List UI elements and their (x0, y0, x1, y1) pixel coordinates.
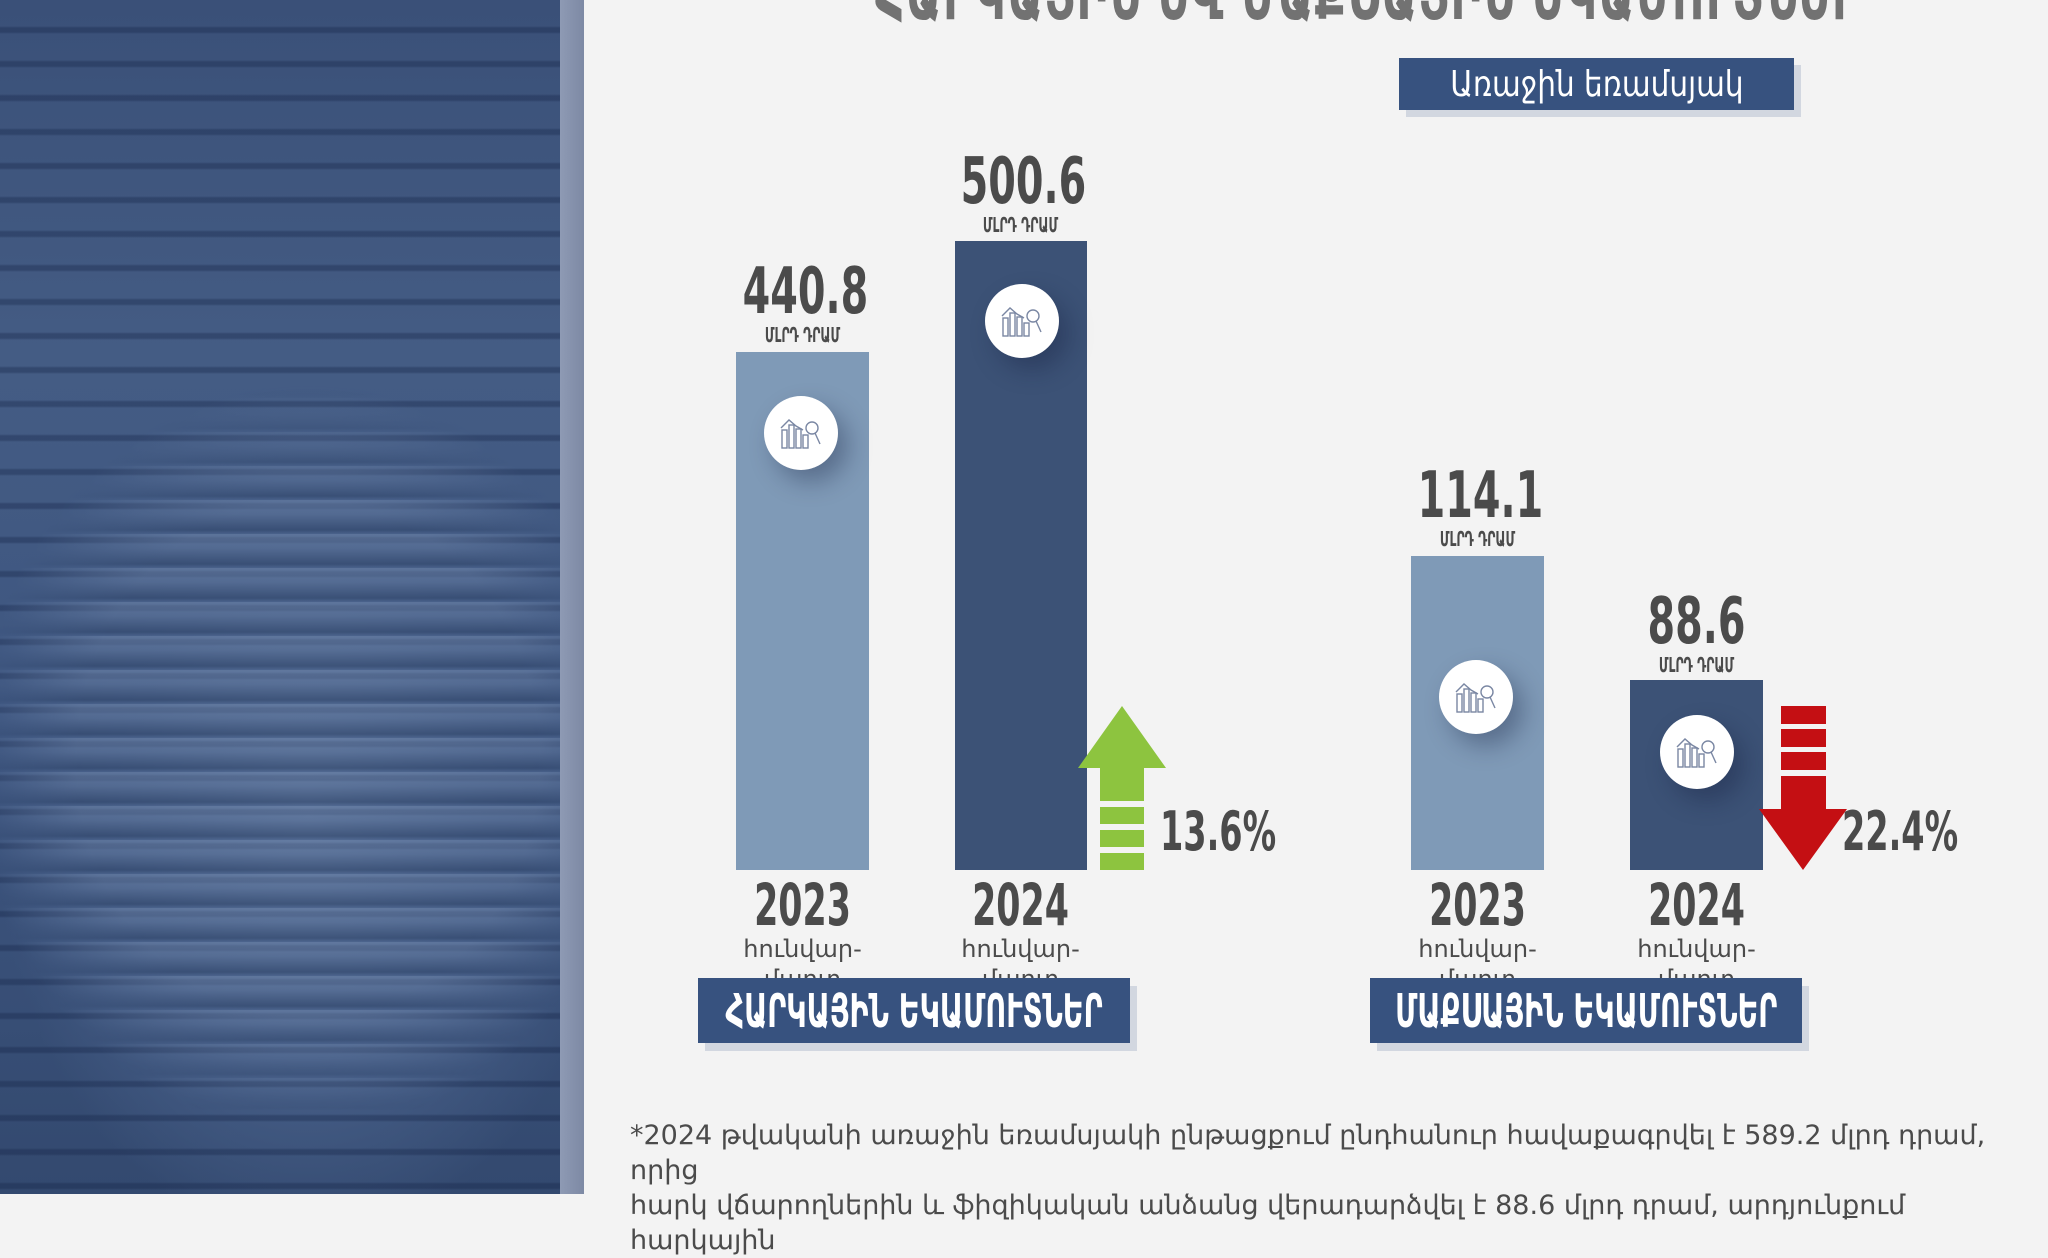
chart-magnifier-icon (764, 396, 838, 470)
year-text: 2024 (972, 871, 1069, 939)
value-unit: ՄԼՐԴ ԴՐԱՄ (1439, 527, 1516, 551)
value-unit: ՄԼՐԴ ԴՐԱՄ (764, 323, 841, 347)
bar-customs-2024 (1630, 680, 1763, 870)
value-unit: ՄԼՐԴ ԴՐԱՄ (1658, 653, 1735, 677)
value-label-customs-2023: 114.1 ՄԼՐԴ ԴՐԱՄ (1381, 464, 1574, 550)
year-label-tax-2024: 2024 հունվար-մարտ (924, 876, 1117, 994)
value-number: 114.1 (1417, 459, 1544, 533)
value-label-customs-2024: 88.6 ՄԼՐԴ ԴՐԱՄ (1600, 590, 1793, 676)
page-title: ՀԱՐԿԱՅԻՆ ԵՎ ՄԱՔՍԱՅԻՆ ԵԿԱՄՈՒՏՆԵՐ (875, 0, 1861, 36)
group-label-text: ՄԱՔՍԱՅԻՆ ԵԿԱՄՈՒՏՆԵՐ (1394, 983, 1778, 1038)
arrow-up-icon (1078, 706, 1166, 870)
coin-stack-image (0, 330, 560, 1110)
chart-magnifier-icon (1660, 715, 1734, 789)
year-text: 2023 (754, 871, 851, 939)
bar-customs-2023 (1411, 556, 1544, 870)
group-label-text: ՀԱՐԿԱՅԻՆ ԵԿԱՄՈՒՏՆԵՐ (725, 983, 1103, 1038)
bar-tax-2023 (736, 352, 869, 870)
panel-divider-stripe (560, 0, 584, 1194)
period-badge: Առաջին եռամսյակ (1399, 58, 1794, 110)
value-label-tax-2023: 440.8 ՄԼՐԴ ԴՐԱՄ (706, 260, 899, 346)
value-number: 88.6 (1647, 585, 1746, 659)
year-label-customs-2023: 2023 հունվար-մարտ (1381, 876, 1574, 994)
year-text: 2024 (1648, 871, 1745, 939)
change-percent-customs: 22.4% (1842, 800, 1959, 863)
group-label-customs: ՄԱՔՍԱՅԻՆ ԵԿԱՄՈՒՏՆԵՐ (1370, 978, 1802, 1043)
footnote-line-2: հարկ վճարողներին և ֆիզիկական անձանց վերա… (630, 1190, 1906, 1256)
value-unit: ՄԼՐԴ ԴՐԱՄ (982, 213, 1059, 237)
chart-magnifier-icon (1439, 660, 1513, 734)
year-label-tax-2023: 2023 հունվար-մարտ (706, 876, 899, 994)
value-number: 500.6 (960, 145, 1087, 219)
change-percent-tax: 13.6% (1160, 800, 1277, 863)
bar-tax-2024 (955, 241, 1087, 870)
group-label-tax: ՀԱՐԿԱՅԻՆ ԵԿԱՄՈՒՏՆԵՐ (698, 978, 1130, 1043)
chart-magnifier-icon (985, 284, 1059, 358)
value-number: 440.8 (742, 255, 869, 329)
footnote: *2024 թվականի առաջին եռամսյակի ընթացքում… (630, 1118, 2010, 1258)
period-badge-label: Առաջին եռամսյակ (1449, 63, 1744, 105)
value-label-tax-2024: 500.6 ՄԼՐԴ ԴՐԱՄ (924, 150, 1117, 236)
arrow-down-icon (1759, 706, 1847, 870)
footnote-line-1: *2024 թվականի առաջին եռամսյակի ընթացքում… (630, 1120, 1986, 1186)
year-text: 2023 (1429, 871, 1526, 939)
year-label-customs-2024: 2024 հունվար-մարտ (1600, 876, 1793, 994)
